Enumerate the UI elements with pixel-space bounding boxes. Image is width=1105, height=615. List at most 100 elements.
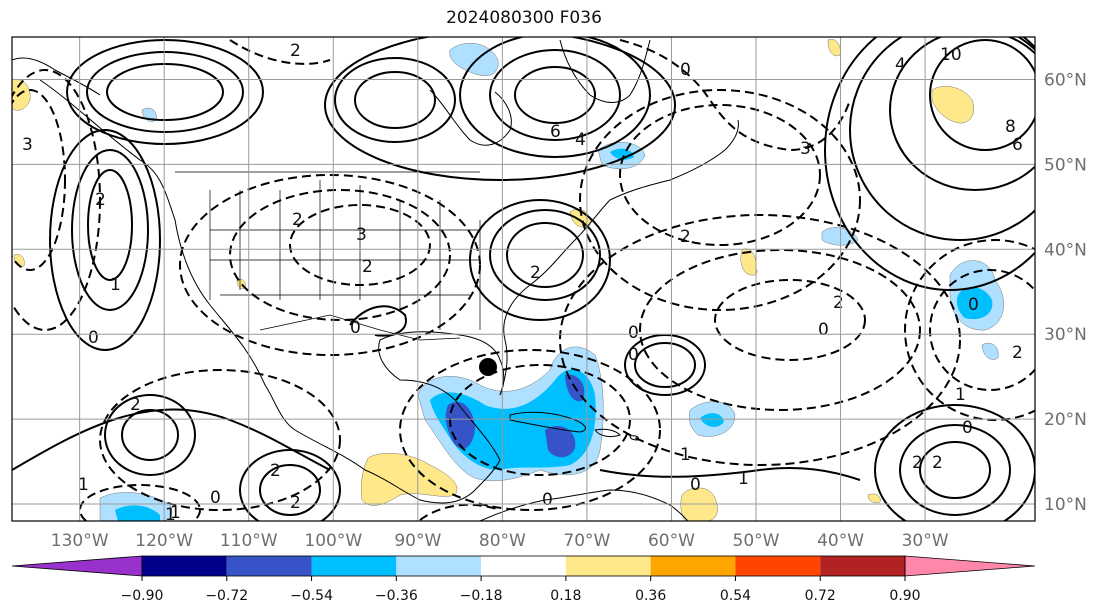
colorbar-level-label: −0.90 — [121, 588, 164, 604]
colorbar-segment — [565, 556, 651, 576]
contour-label: 2 — [1012, 343, 1023, 363]
contour-label: 6 — [1012, 135, 1023, 155]
colorbar-segment — [481, 556, 566, 576]
shaded-regions — [12, 39, 1004, 521]
latitude-label: 10°N — [1044, 495, 1087, 515]
longitude-label: 40°W — [817, 531, 864, 551]
colorbar-level-label: 0.72 — [805, 588, 836, 604]
longitude-label: 130°W — [51, 531, 109, 551]
longitude-label: 60°W — [648, 531, 695, 551]
colorbar-level-label: 0.18 — [550, 588, 581, 604]
longitude-label: 80°W — [479, 531, 526, 551]
positive-anomaly-central-america — [361, 453, 458, 506]
longitude-label: 90°W — [394, 531, 441, 551]
colorbar — [11, 555, 1036, 577]
contour-label: 0 — [818, 320, 829, 340]
contour-label: 4 — [895, 55, 906, 75]
contour-label: 2 — [932, 453, 943, 473]
longitude-label: 50°W — [733, 531, 780, 551]
colorbar-segment — [142, 556, 227, 576]
contour-label: 8 — [1005, 117, 1016, 137]
colorbar-segment — [650, 556, 736, 576]
contour-label: 0 — [210, 488, 221, 508]
contour-label: 3 — [22, 135, 33, 155]
contour-label: 0 — [962, 418, 973, 438]
contour-label: 3 — [800, 139, 811, 159]
colorbar-level-label: 0.90 — [889, 588, 920, 604]
contour-label: 0 — [542, 490, 553, 510]
contour-low-atlantic — [619, 104, 821, 246]
negative-anomaly-east-atlantic-inner — [956, 287, 993, 320]
graticule — [12, 37, 1035, 521]
negative-anomaly-caribbean-core1 — [445, 401, 475, 449]
colorbar-level-label: 0.54 — [720, 588, 751, 604]
contour-high-ne-us — [506, 222, 584, 288]
contour-label: 6 — [550, 122, 561, 142]
contour-label: 0 — [968, 295, 979, 315]
contour-lines — [12, 37, 1035, 521]
state-borders — [175, 171, 481, 341]
latitude-label: 20°N — [1044, 410, 1087, 430]
contour-label: 2 — [292, 210, 303, 230]
contour-label: 0 — [680, 60, 691, 80]
contour-label: 2 — [530, 263, 541, 283]
contour-low-caribbean — [449, 364, 631, 476]
contour-label: 1 — [78, 475, 89, 495]
longitude-label: 110°W — [220, 531, 278, 551]
contour-label: 0 — [628, 323, 639, 343]
contour-label: 2 — [290, 41, 301, 61]
latitude-label: 40°N — [1044, 240, 1087, 260]
contour-label: 2 — [912, 453, 923, 473]
colorbar-segment — [226, 556, 312, 576]
colorbar-labels: −0.90 −0.72 −0.54 −0.36 −0.18 0.18 0.36 0.54 0.7… — [121, 576, 921, 604]
colorbar-extend-high — [904, 555, 1036, 577]
map-frame — [11, 36, 1036, 522]
colorbar-segment — [820, 556, 905, 576]
contour-label-group: 2 3 1 2 0 6 4 3 0 2 3 2 2 0 0 2 0 0 1 2 … — [22, 41, 1023, 525]
contour-label: 4 — [575, 130, 586, 150]
colorbar-level-label: −0.36 — [375, 588, 418, 604]
colorbar-segment — [735, 556, 821, 576]
contour-high-pacific-nw — [87, 169, 133, 281]
contour-high-east-pacific — [121, 409, 179, 461]
contour-label: 2 — [130, 395, 141, 415]
contour-label: 2 — [833, 293, 844, 313]
contour-label: 0 — [88, 328, 99, 348]
contour-label: 2 — [680, 227, 691, 247]
longitude-label: 30°W — [902, 531, 949, 551]
contour-label: 1 — [170, 503, 181, 523]
longitude-label: 100°W — [304, 531, 362, 551]
contour-label: 0 — [690, 475, 701, 495]
storm-marker — [479, 358, 497, 376]
contour-label: 1 — [738, 469, 749, 489]
contour-label: 1 — [165, 505, 176, 525]
colorbar-extend-low — [11, 555, 143, 577]
contour-high-central-atlantic — [634, 342, 696, 388]
negative-anomaly-caribbean-core2 — [545, 426, 576, 458]
contour-label: 1 — [955, 385, 966, 405]
contour-label: 0 — [628, 345, 639, 365]
contour-label: 10 — [940, 45, 962, 65]
colorbar-level-label: −0.72 — [205, 588, 248, 604]
latitude-label: 60°N — [1044, 70, 1087, 90]
contour-label: 2 — [290, 493, 301, 513]
contour-high-west-canada — [106, 63, 224, 121]
contour-label: 3 — [356, 225, 367, 245]
contour-label: 2 — [270, 461, 281, 481]
colorbar-segment — [396, 556, 482, 576]
contour-high-hudson — [354, 71, 436, 129]
colorbar-level-label: −0.18 — [460, 588, 503, 604]
contour-low-us — [289, 204, 431, 286]
map-title: 2024080300 F036 — [446, 8, 602, 28]
longitude-labels: 130°W 120°W 110°W 100°W 90°W 80°W 70°W 60°W 50°W… — [51, 531, 949, 551]
colorbar-segment — [311, 556, 397, 576]
longitude-label: 70°W — [563, 531, 610, 551]
contour-lines-negative — [12, 39, 1035, 521]
latitude-label: 50°N — [1044, 155, 1087, 175]
contour-label: 2 — [362, 257, 373, 277]
longitude-label: 120°W — [135, 531, 193, 551]
latitude-labels: 60°N 50°N 40°N 30°N 20°N 10°N — [1044, 70, 1087, 515]
contour-label: 0 — [350, 318, 361, 338]
contour-label: 2 — [95, 190, 106, 210]
